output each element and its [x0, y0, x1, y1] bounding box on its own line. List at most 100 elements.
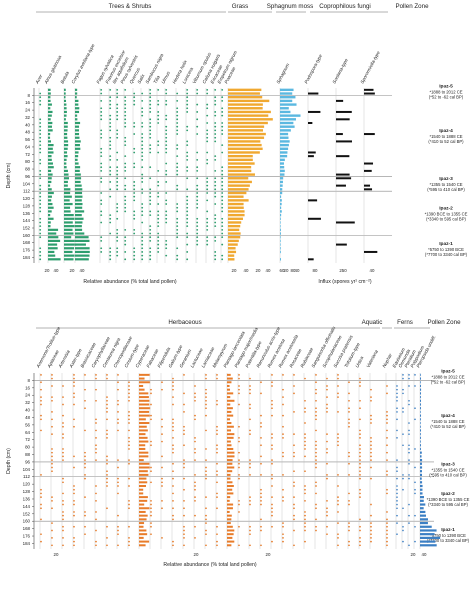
trace-marker	[133, 147, 136, 150]
herb-trace-marker	[51, 433, 53, 435]
trace-marker	[100, 155, 103, 158]
trace-marker	[176, 254, 179, 257]
trace-marker	[109, 103, 112, 106]
trace-marker	[214, 181, 217, 183]
herb-trace-marker	[128, 462, 130, 465]
betula-bar	[64, 110, 67, 114]
taxon-label: Sordaria-type	[331, 57, 349, 84]
herb-trace-marker	[128, 448, 130, 450]
betula-bar	[64, 214, 74, 217]
herb-trace-marker	[95, 374, 97, 376]
herb-bar	[227, 425, 234, 428]
herb-trace-marker	[216, 492, 218, 495]
alnus-bar	[48, 258, 61, 261]
trace-marker	[109, 195, 112, 198]
betula-bar	[64, 188, 71, 191]
zone-name: Ipaz-3	[441, 461, 455, 467]
herb-trace-marker	[51, 507, 53, 510]
herb-bar	[227, 403, 231, 406]
trace-marker	[124, 199, 127, 202]
herb-trace-marker	[51, 544, 53, 547]
trace-marker	[124, 206, 127, 209]
herb-trace-marker	[304, 422, 306, 424]
trace-marker	[39, 254, 42, 257]
trace-marker	[214, 214, 217, 217]
herb-trace-marker	[183, 429, 185, 432]
herb-trace-marker	[315, 507, 317, 510]
herb-trace-marker	[62, 481, 64, 484]
herb-trace-marker	[161, 381, 163, 384]
herb-trace-marker	[62, 511, 64, 513]
trace-marker	[221, 188, 224, 191]
trace-marker	[186, 221, 189, 224]
alnus-bar	[48, 96, 51, 99]
group-header: Ferns	[397, 319, 413, 326]
sphagnum-bar	[280, 99, 293, 103]
corylus-bar	[75, 199, 82, 202]
poaceae-bar	[228, 143, 262, 147]
corylus-bar	[75, 177, 82, 180]
trace-marker	[149, 122, 152, 124]
herb-trace-marker	[315, 485, 317, 487]
herb-trace-marker	[183, 466, 185, 469]
trace-marker	[206, 114, 209, 117]
trace-marker	[157, 239, 160, 242]
zone-name: Ipaz-5	[439, 84, 453, 90]
herb-trace-marker	[293, 503, 295, 506]
herb-trace-marker	[183, 411, 185, 413]
herb-trace-marker	[238, 451, 240, 454]
trace-marker	[124, 107, 127, 110]
depth-tick-label: 24	[25, 108, 30, 113]
trace-marker	[214, 251, 217, 253]
herb-trace-marker	[62, 436, 64, 439]
trace-marker	[221, 129, 224, 132]
depth-tick-label: 184	[23, 255, 31, 260]
fern-trace-marker	[414, 514, 416, 517]
herb-trace-marker	[106, 525, 108, 528]
depth-tick-label: 96	[25, 459, 30, 464]
betula-bar	[64, 96, 66, 99]
poaceae-bar	[228, 247, 236, 250]
trace-marker	[109, 173, 112, 176]
herb-trace-marker	[249, 407, 251, 410]
herb-trace-marker	[386, 429, 388, 432]
trace-marker	[206, 225, 209, 228]
fungi-influx-bar	[308, 92, 319, 95]
herb-trace-marker	[370, 525, 372, 528]
x-axis-title: Relative abundance (% total land pollen)	[83, 279, 176, 285]
fern-trace-marker	[396, 459, 398, 461]
herb-trace-marker	[386, 422, 388, 424]
herb-trace-marker	[117, 492, 119, 495]
herb-trace-marker	[205, 399, 207, 402]
poaceae-bar	[228, 162, 255, 165]
trace-marker	[133, 195, 136, 198]
herb-trace-marker	[304, 492, 306, 495]
poaceae-bar	[228, 88, 262, 92]
herb-trace-marker	[249, 529, 251, 532]
trace-marker	[214, 88, 217, 91]
sphagnum-bar	[280, 132, 289, 136]
herb-trace-marker	[293, 496, 295, 498]
trace-marker	[221, 228, 224, 231]
herb-trace-marker	[106, 411, 108, 413]
trace-marker	[116, 103, 119, 106]
trace-marker	[196, 169, 199, 172]
betula-bar	[64, 247, 75, 250]
betula-bar	[64, 210, 71, 213]
betula-bar	[64, 258, 74, 261]
trace-marker	[157, 151, 160, 154]
alnus-bar	[48, 177, 52, 180]
trace-marker	[124, 228, 127, 231]
trace-marker	[39, 133, 42, 135]
herb-trace-marker	[386, 414, 388, 417]
pteropsida-bar	[420, 407, 421, 410]
herb-trace-marker	[51, 462, 53, 465]
herb-trace-marker	[282, 525, 284, 528]
corylus-bar	[75, 125, 80, 128]
herb-trace-marker	[293, 411, 295, 413]
herb-trace-marker	[326, 499, 328, 502]
herb-trace-marker	[161, 455, 163, 458]
herb-trace-marker	[370, 414, 372, 417]
fern-trace-marker	[414, 481, 416, 484]
herb-trace-marker	[51, 496, 53, 498]
